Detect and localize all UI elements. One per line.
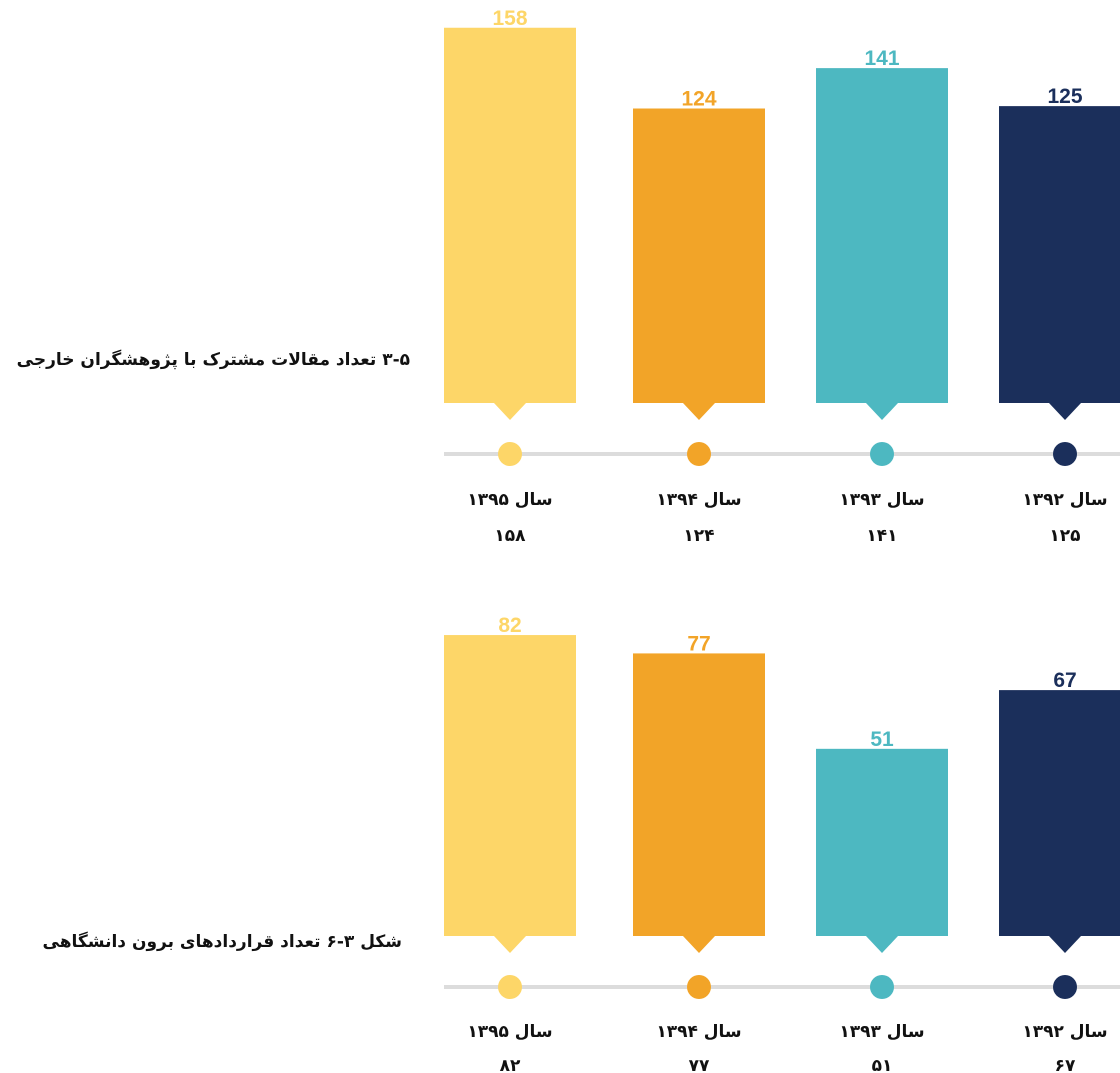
- axis-dot: [687, 975, 711, 999]
- bar-pointer: [494, 403, 526, 420]
- tick-label: سال ۱۳۹۳: [839, 490, 924, 510]
- tick-label: سال ۱۳۹۵: [467, 490, 552, 510]
- axis-dot: [498, 975, 522, 999]
- tick-label: سال ۱۳۹۴: [656, 1022, 741, 1042]
- axis-dot: [870, 442, 894, 466]
- value-label: ۵۱: [872, 1056, 893, 1073]
- data-label: 82: [498, 614, 521, 637]
- value-label: ۶۷: [1055, 1056, 1076, 1073]
- data-label: 51: [870, 728, 894, 751]
- data-label: 125: [1047, 85, 1082, 108]
- tick-label: سال ۱۳۹۲: [1022, 1022, 1107, 1042]
- tick-label: سال ۱۳۹۲: [1022, 490, 1107, 510]
- bar: [999, 106, 1120, 403]
- chart-title: ۳-۵ تعداد مقالات مشترک با پژوهشگران خارج…: [16, 350, 410, 370]
- data-label: 124: [681, 88, 716, 111]
- tick-label: سال ۱۳۹۵: [467, 1022, 552, 1042]
- bar-pointer: [866, 403, 898, 420]
- value-label: ۱۲۴: [683, 526, 714, 546]
- bar-pointer: [494, 936, 526, 953]
- axis-dot: [498, 442, 522, 466]
- chart-1-plot: 158 سال ۱۳۹۵ ۱۵۸ 124 سال ۱۳۹۴ ۱۲۴ 141 سال ۱۳۹۳ ۱…: [444, 7, 1120, 546]
- data-label: 141: [864, 47, 899, 70]
- bar: [999, 690, 1120, 936]
- data-label: 158: [492, 7, 527, 30]
- bar: [816, 748, 948, 936]
- axis-dot: [870, 975, 894, 999]
- bar-pointer: [1049, 936, 1081, 953]
- bar: [633, 653, 765, 936]
- bar-pointer: [683, 936, 715, 953]
- value-label: ۱۵۸: [494, 526, 526, 546]
- chart-title: شکل ۳-۶ تعداد قراردادهای برون دانشگاهی: [42, 932, 402, 952]
- axis-dot: [1053, 975, 1077, 999]
- axis-dot: [687, 442, 711, 466]
- value-label: ۸۲: [500, 1056, 521, 1073]
- bar-pointer: [1049, 403, 1081, 420]
- data-label: 77: [687, 632, 710, 655]
- axis-dot: [1053, 442, 1077, 466]
- value-label: ۷۷: [689, 1056, 710, 1073]
- bar: [816, 68, 948, 403]
- tick-label: سال ۱۳۹۴: [656, 490, 741, 510]
- value-label: ۱۲۵: [1049, 526, 1080, 546]
- value-label: ۱۴۱: [866, 526, 897, 546]
- chart-1: ۳-۵ تعداد مقالات مشترک با پژوهشگران خارج…: [16, 7, 1120, 546]
- tick-label: سال ۱۳۹۳: [839, 1022, 924, 1042]
- data-label: 67: [1053, 669, 1076, 692]
- bar: [444, 635, 576, 936]
- bar-pointer: [683, 403, 715, 420]
- bar: [444, 27, 576, 403]
- bar: [633, 108, 765, 403]
- bar-pointer: [866, 936, 898, 953]
